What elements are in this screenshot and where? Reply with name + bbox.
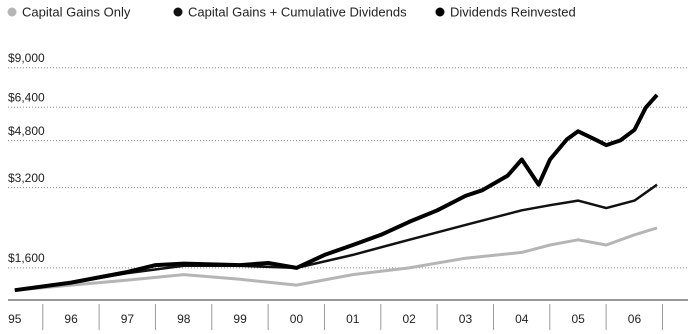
y-tick-label: $1,600 bbox=[8, 251, 45, 265]
x-tick-label: 96 bbox=[64, 312, 78, 326]
series-line bbox=[14, 183, 658, 292]
x-tick-label: 04 bbox=[515, 312, 529, 326]
legend-label: Capital Gains Only bbox=[22, 4, 131, 19]
y-tick-label: $4,800 bbox=[8, 124, 45, 138]
x-tick-label: 01 bbox=[346, 312, 360, 326]
legend-marker bbox=[173, 7, 183, 17]
legend-marker bbox=[7, 7, 17, 17]
x-tick-label: 97 bbox=[121, 312, 135, 326]
x-tick-label: 00 bbox=[290, 312, 304, 326]
x-tick-label: 98 bbox=[177, 312, 191, 326]
legend-marker bbox=[435, 7, 445, 17]
x-tick-label: 95 bbox=[8, 312, 22, 326]
series-line bbox=[14, 226, 658, 292]
x-tick-label: 02 bbox=[402, 312, 416, 326]
y-tick-label: $3,200 bbox=[8, 171, 45, 185]
legend: Capital Gains Only Capital Gains + Cumula… bbox=[7, 4, 576, 19]
series-line bbox=[14, 93, 659, 293]
x-tick-label: 06 bbox=[628, 312, 642, 326]
legend-label: Capital Gains + Cumulative Dividends bbox=[188, 4, 407, 19]
x-tick-label: 99 bbox=[233, 312, 247, 326]
x-tick-label: 03 bbox=[459, 312, 473, 326]
y-tick-label: $6,400 bbox=[8, 90, 45, 104]
y-tick-label: $9,000 bbox=[8, 51, 45, 65]
x-tick-label: 05 bbox=[571, 312, 585, 326]
legend-label: Dividends Reinvested bbox=[450, 4, 576, 19]
